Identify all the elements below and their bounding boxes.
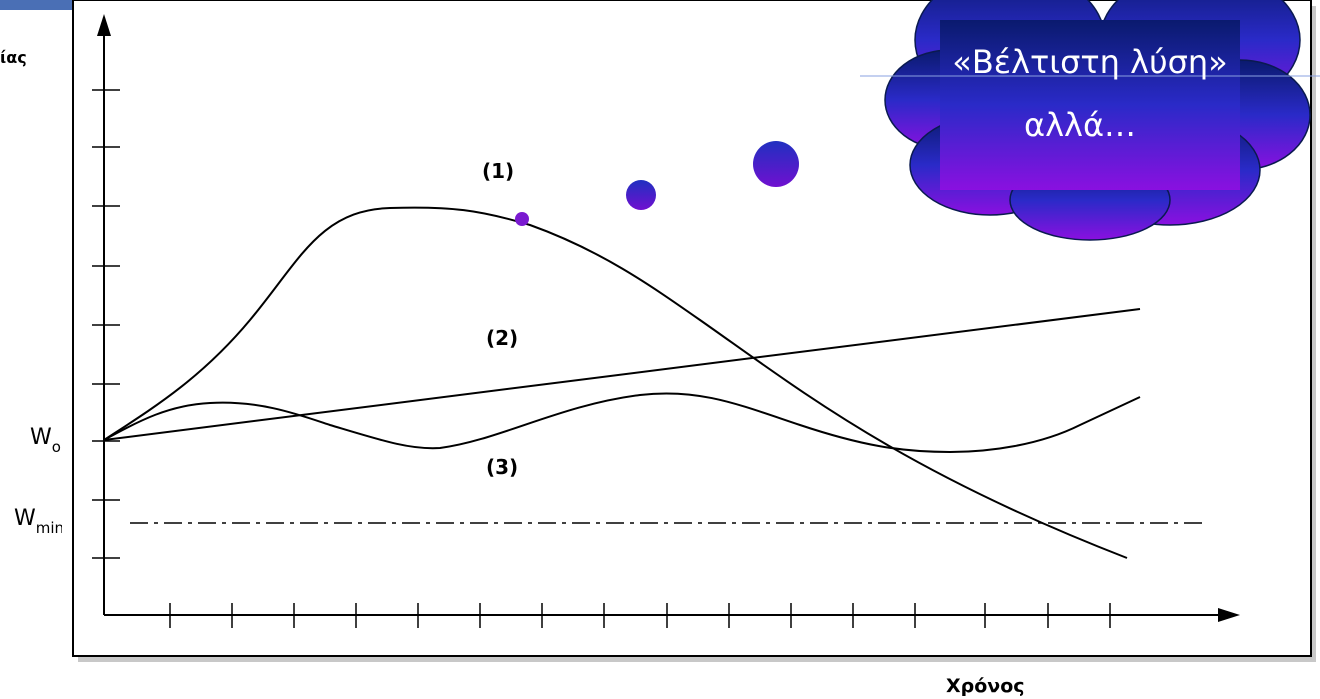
thought-bubble <box>515 212 529 226</box>
axis-label-cut: ίας <box>0 48 27 67</box>
slide: ίας (1) (2) (3) Wo Wmin Χρόνο <box>0 0 1320 699</box>
curve-label: (2) <box>486 326 518 350</box>
w-sub: o <box>52 438 61 456</box>
curve-label: (1) <box>482 159 514 183</box>
thought-bubble <box>626 180 656 210</box>
callout-text: αλλά… <box>1024 106 1136 144</box>
corner-bar <box>0 0 72 10</box>
curve-label: (3) <box>486 455 518 479</box>
w-base: W <box>30 425 52 450</box>
w-base: W <box>14 506 36 531</box>
x-axis-label: Χρόνος <box>946 675 1025 697</box>
callout-text: «Βέλτιστη λύση» <box>952 43 1227 81</box>
diagram: ίας (1) (2) (3) Wo Wmin Χρόνο <box>0 0 1320 699</box>
clip-mask <box>62 505 73 545</box>
w-sub: min <box>36 519 64 537</box>
w-o-label: Wo <box>30 425 61 456</box>
w-min-label: Wmin <box>14 506 64 537</box>
thought-bubble <box>753 141 799 187</box>
